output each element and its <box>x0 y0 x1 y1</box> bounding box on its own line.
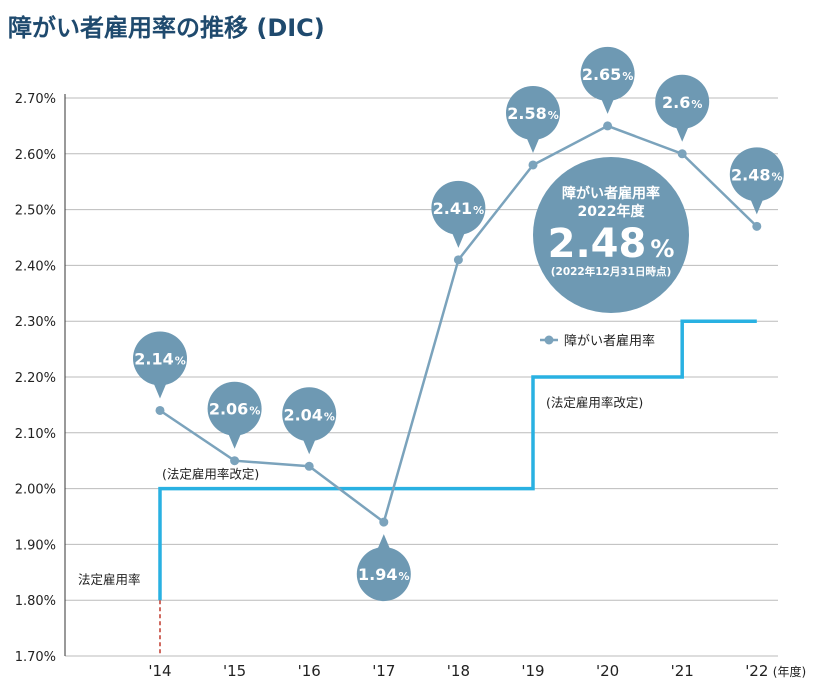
value-bubbles: 2.14%2.06% 2.04%1.94%2.41%2.58%2.65%2.6%2… <box>133 46 784 602</box>
x-tick-label: '14 <box>148 662 171 680</box>
highlight-note: (2022年12月31日時点) <box>551 265 672 278</box>
highlight-value: 2.48% <box>548 221 675 267</box>
y-tick-label: 2.60% <box>15 148 56 163</box>
grid-lines <box>64 94 778 657</box>
bubble-value: 2.04 <box>283 405 322 424</box>
value-bubble: 2.41% <box>431 180 486 248</box>
bubble-value: 2.48 <box>731 165 770 184</box>
x-tick-label: '15 <box>223 662 246 680</box>
bubble-label: 2.48% <box>731 165 783 184</box>
value-bubble: 2.14% <box>133 331 187 399</box>
y-tick-label: 1.90% <box>15 538 56 553</box>
bubble-value: 1.94 <box>358 565 397 584</box>
bubble-circle <box>655 74 710 129</box>
series-point <box>155 405 165 415</box>
revision-note-2019: (法定雇用率改定) <box>546 395 643 410</box>
value-bubble: 1.94% <box>356 534 411 602</box>
highlight-value-suffix: % <box>650 235 674 263</box>
value-bubble: 2.48% <box>729 147 784 215</box>
bubble-circle <box>431 180 486 235</box>
bubble-label: 2.6% <box>662 93 702 112</box>
y-tick-label: 2.40% <box>15 259 56 274</box>
x-tick-label: '20 <box>596 662 619 680</box>
y-tick-label: 2.50% <box>15 204 56 219</box>
y-axis-ticks: 1.70% 1.80% 1.90% 2.00% 2.10% 2.20% 2.30% 2.40%… <box>15 92 56 665</box>
value-bubble: 2.04% <box>282 387 337 455</box>
bubble-suffix: % <box>473 204 484 217</box>
revision-note-2015: (法定雇用率改定) <box>162 467 259 482</box>
y-tick-label: 2.10% <box>15 427 56 442</box>
bubble-label: 2.14% <box>134 349 186 368</box>
y-tick-label: 2.70% <box>15 92 56 107</box>
legal-rate-line <box>158 319 757 601</box>
bubble-suffix: % <box>249 405 260 418</box>
bubble-circle <box>580 46 635 101</box>
series-point <box>528 160 538 170</box>
y-tick-label: 1.70% <box>15 650 56 665</box>
highlight-value-number: 2.48 <box>548 221 647 267</box>
bubble-circle <box>207 381 262 436</box>
legal-rate-step-line <box>158 319 757 656</box>
bubble-suffix: % <box>175 354 186 367</box>
highlight-year: 2022年度 <box>578 203 646 220</box>
x-tick-label: '21 <box>671 662 694 680</box>
x-tick-label: '16 <box>298 662 321 680</box>
legend-marker <box>544 335 554 345</box>
value-bubble: 2.65% <box>580 46 635 114</box>
series-point <box>677 149 687 159</box>
bubble-suffix: % <box>691 98 702 111</box>
bubble-value: 2.65 <box>582 65 621 84</box>
bubble-circle <box>356 547 411 602</box>
bubble-label: 2.41% <box>433 199 485 218</box>
bubble-suffix: % <box>622 70 633 83</box>
y-tick-label: 1.80% <box>15 594 56 609</box>
bubble-circle <box>729 147 784 202</box>
bubble-value: 2.14 <box>134 349 173 368</box>
y-tick-label: 2.20% <box>15 371 56 386</box>
bubble-label: 1.94% <box>358 565 410 584</box>
x-tick-label: '19 <box>521 662 544 680</box>
x-tick-label: '18 <box>447 662 470 680</box>
x-axis-unit: (年度) <box>773 664 806 679</box>
value-bubble: 2.58% <box>506 85 560 153</box>
y-tick-label: 2.00% <box>15 483 56 498</box>
bubble-circle <box>133 331 187 386</box>
bubble-value: 2.41 <box>433 199 472 218</box>
bubble-suffix: % <box>548 109 559 122</box>
bubble-label: 2.06% <box>209 400 261 419</box>
bubble-suffix: % <box>324 410 335 423</box>
y-tick-label: 2.30% <box>15 315 56 330</box>
x-tick-label: '22 <box>745 662 768 680</box>
legal-rate-label: 法定雇用率 <box>78 572 141 587</box>
highlight-title: 障がい者雇用率 <box>562 185 660 202</box>
series-point <box>379 517 389 527</box>
bubble-circle <box>282 387 337 442</box>
bubble-value: 2.6 <box>662 93 690 112</box>
bubble-value: 2.58 <box>507 104 546 123</box>
bubble-label: 2.58% <box>507 104 559 123</box>
bubble-circle <box>506 85 560 140</box>
series-point <box>453 255 463 265</box>
legend-label: 障がい者雇用率 <box>564 333 655 349</box>
value-bubble: 2.6% <box>655 74 710 142</box>
series-point <box>230 456 240 466</box>
highlight-circle: 障がい者雇用率 2022年度 2.48% (2022年12月31日時点) <box>533 157 689 313</box>
legend: 障がい者雇用率 <box>540 333 655 349</box>
bubble-suffix: % <box>399 570 410 583</box>
series-point <box>752 221 762 231</box>
value-bubble: 2.06% <box>207 381 262 449</box>
chart-title: 障がい者雇用率の推移 (DIC) <box>8 14 325 42</box>
series-point <box>304 461 314 471</box>
bubble-label: 2.65% <box>582 65 634 84</box>
highlight-circle-bg <box>533 157 689 313</box>
employment-rate-series <box>155 121 762 527</box>
bubble-suffix: % <box>772 170 783 183</box>
x-axis-ticks: '14 '15 '16 '17 '18 '19 '20 '21 '22 <box>148 662 768 680</box>
series-point <box>603 121 613 131</box>
bubble-label: 2.04% <box>283 405 335 424</box>
bubble-value: 2.06 <box>209 400 248 419</box>
x-tick-label: '17 <box>372 662 395 680</box>
